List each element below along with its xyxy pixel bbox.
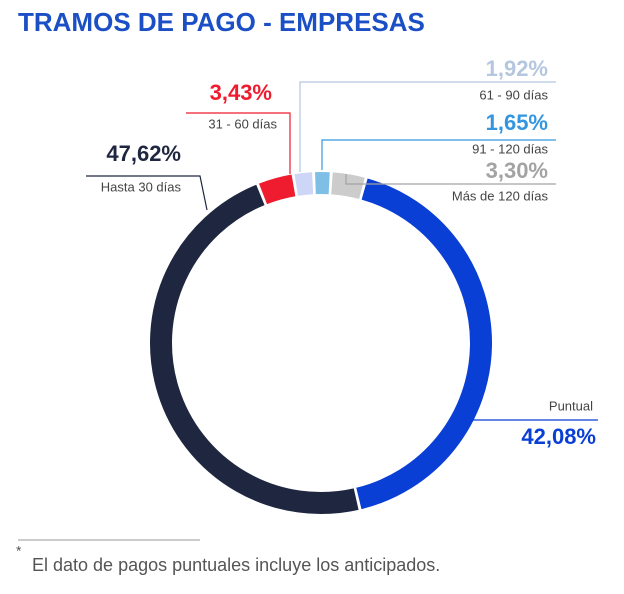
donut-segment <box>294 172 314 196</box>
category-label: Hasta 30 días <box>101 179 182 194</box>
donut-segment <box>150 184 359 514</box>
leader-line <box>321 139 556 170</box>
value-label: 1,92% <box>486 56 548 81</box>
footnote: El dato de pagos puntuales incluye los a… <box>32 555 440 575</box>
donut-segment <box>331 172 365 200</box>
leader-line <box>86 175 208 211</box>
category-label: 31 - 60 días <box>208 116 277 131</box>
value-label: 3,43% <box>210 80 272 105</box>
category-label: Más de 120 días <box>452 188 549 203</box>
chart-title: TRAMOS DE PAGO - EMPRESAS <box>18 7 425 37</box>
value-label: 42,08% <box>521 424 596 449</box>
donut-segment <box>258 174 296 205</box>
value-label: 3,30% <box>486 158 548 183</box>
leader-line <box>186 112 291 174</box>
leader-line <box>345 174 556 185</box>
donut-segment <box>356 178 492 510</box>
value-label: 47,62% <box>106 141 181 166</box>
value-label: 1,65% <box>486 110 548 135</box>
footnote-marker: * <box>16 543 22 559</box>
leader-line <box>299 81 556 172</box>
category-label: Puntual <box>549 398 593 413</box>
category-label: 91 - 120 días <box>472 141 548 156</box>
category-label: 61 - 90 días <box>479 87 548 102</box>
